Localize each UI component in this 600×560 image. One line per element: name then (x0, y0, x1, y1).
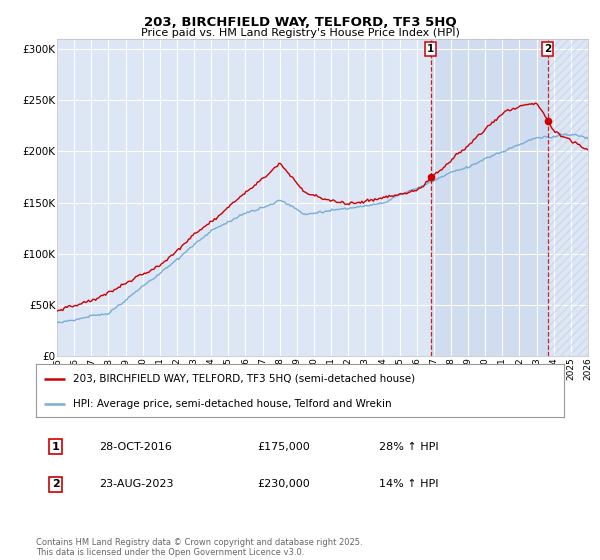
Text: HPI: Average price, semi-detached house, Telford and Wrekin: HPI: Average price, semi-detached house,… (73, 399, 392, 409)
Text: Contains HM Land Registry data © Crown copyright and database right 2025.
This d: Contains HM Land Registry data © Crown c… (36, 538, 362, 557)
Text: 28-OCT-2016: 28-OCT-2016 (100, 441, 172, 451)
Text: 2: 2 (544, 44, 551, 54)
Text: Price paid vs. HM Land Registry's House Price Index (HPI): Price paid vs. HM Land Registry's House … (140, 28, 460, 38)
Text: 203, BIRCHFIELD WAY, TELFORD, TF3 5HQ (semi-detached house): 203, BIRCHFIELD WAY, TELFORD, TF3 5HQ (s… (73, 374, 415, 384)
Text: 1: 1 (52, 441, 59, 451)
Bar (548, 39, 588, 356)
Text: 14% ↑ HPI: 14% ↑ HPI (379, 479, 439, 489)
Text: £175,000: £175,000 (258, 441, 311, 451)
Text: 2: 2 (52, 479, 59, 489)
Text: £230,000: £230,000 (258, 479, 311, 489)
Text: 1: 1 (427, 44, 434, 54)
Text: 23-AUG-2023: 23-AUG-2023 (100, 479, 174, 489)
Text: 28% ↑ HPI: 28% ↑ HPI (379, 441, 439, 451)
Bar (431, 39, 548, 356)
Bar (548, 39, 588, 356)
Text: 203, BIRCHFIELD WAY, TELFORD, TF3 5HQ: 203, BIRCHFIELD WAY, TELFORD, TF3 5HQ (143, 16, 457, 29)
